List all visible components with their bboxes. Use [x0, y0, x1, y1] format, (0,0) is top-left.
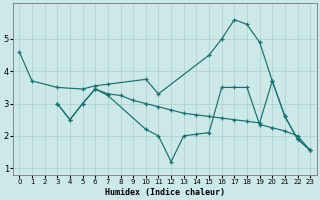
- X-axis label: Humidex (Indice chaleur): Humidex (Indice chaleur): [105, 188, 225, 197]
